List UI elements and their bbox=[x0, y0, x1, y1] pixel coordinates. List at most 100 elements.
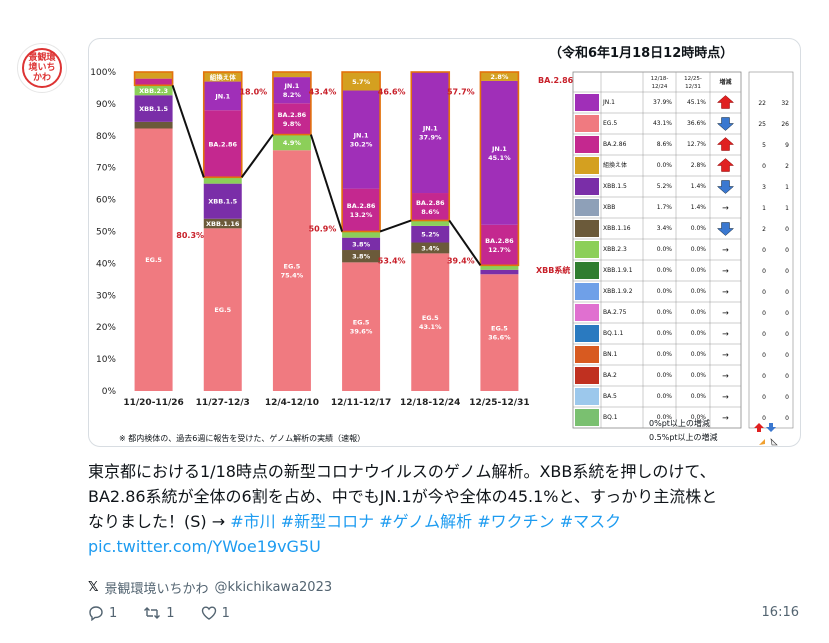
hashtag-link[interactable]: #新型コロナ bbox=[275, 512, 375, 531]
x-tick-label: 12/4-12/10 bbox=[265, 398, 319, 408]
x-tick-label: 12/11-12/17 bbox=[331, 398, 391, 408]
bar-segment-label: 8.6% bbox=[421, 208, 440, 216]
ba286-pct-label: 57.7% bbox=[447, 87, 475, 96]
legend-diag-up-arrow-icon bbox=[759, 439, 765, 445]
legend-diag-down-arrow-icon bbox=[770, 438, 778, 446]
ba286-pct-label: 43.4% bbox=[309, 87, 337, 96]
table-variant-name: 組換え体 bbox=[603, 161, 627, 169]
bar-segment-label: 36.6% bbox=[488, 334, 511, 342]
tweet-media-image[interactable]: （令和6年1月18日12時時点） 0% 10% 20% 30% 40% 50% 60% 70%… bbox=[88, 38, 801, 447]
table-value-b: 0.0% bbox=[691, 267, 707, 274]
bar-segment bbox=[134, 95, 173, 122]
hashtag-link[interactable]: #ゲノム解析 bbox=[374, 512, 473, 531]
legend-note-1: 0%pt以上の増減 bbox=[649, 419, 710, 428]
table-value-b: 0.0% bbox=[691, 246, 707, 253]
count-a: 2 bbox=[762, 226, 766, 233]
count-a: 0 bbox=[762, 373, 766, 380]
table-variant-name: BA.2.75 bbox=[603, 309, 627, 316]
bar-segment bbox=[203, 228, 242, 391]
hashtags: #市川 #新型コロナ #ゲノム解析 #ワクチン #マスク bbox=[230, 512, 621, 531]
table-value-a: 0.0% bbox=[657, 393, 673, 400]
table-variant-name: BQ.1 bbox=[603, 414, 618, 421]
count-b: 0 bbox=[785, 268, 789, 275]
ba286-group-outline bbox=[133, 71, 174, 87]
table-header: 12/31 bbox=[685, 84, 701, 90]
bar-segment-label: JN.1 bbox=[491, 145, 507, 153]
ba286-group-outline bbox=[479, 71, 520, 267]
up-arrow-icon bbox=[716, 137, 735, 151]
reply-button[interactable]: 1 bbox=[88, 605, 117, 621]
like-count: 1 bbox=[221, 605, 230, 621]
count-b: 2 bbox=[785, 163, 789, 170]
y-tick-label: 80% bbox=[96, 132, 116, 142]
author-name[interactable]: 景観環境いちかわ bbox=[104, 582, 209, 597]
table-value-b: 2.8% bbox=[691, 162, 707, 169]
xbb-pct-label: 80.3% bbox=[176, 231, 204, 240]
bar-segment bbox=[342, 262, 381, 391]
split-connector-line bbox=[448, 219, 482, 266]
bar-segment-label: 組換え体 bbox=[210, 72, 237, 81]
avatar[interactable]: 景観環境いちかわ bbox=[17, 43, 67, 93]
y-tick-label: 10% bbox=[96, 355, 116, 365]
bar-segment-label: EG.5 bbox=[284, 263, 301, 271]
y-tick-label: 0% bbox=[102, 387, 117, 397]
hashtag-link[interactable]: #ワクチン bbox=[472, 512, 555, 531]
bar-segment bbox=[134, 72, 173, 79]
bar-segment bbox=[272, 72, 311, 78]
table-value-a: 0.0% bbox=[657, 288, 673, 295]
table-variant-name: XBB.1.16 bbox=[603, 225, 631, 232]
table-variant-name: EG.5 bbox=[603, 120, 617, 127]
table-legend-note: 0%pt以上の増減 0.5%pt以上の増減 bbox=[649, 417, 718, 445]
table-value-b: 12.7% bbox=[687, 141, 706, 148]
hashtag-link[interactable]: #市川 bbox=[230, 512, 276, 531]
bar-segment bbox=[272, 77, 311, 104]
tweet-link[interactable]: pic.twitter.com/YWoe19vG5U bbox=[88, 537, 321, 556]
table-color-swatch bbox=[575, 136, 599, 153]
table-value-a: 0.0% bbox=[657, 330, 673, 337]
table-color-swatch bbox=[575, 199, 599, 216]
tweet-text: 東京都における1/18時点の新型コロナウイルスのゲノム解析。XBB系統を押しのけ… bbox=[88, 459, 728, 559]
count-b: 9 bbox=[785, 142, 789, 149]
bar-segment bbox=[480, 274, 519, 391]
y-tick-label: 40% bbox=[96, 259, 116, 269]
hashtag-link[interactable]: #マスク bbox=[554, 512, 622, 531]
retweet-button[interactable]: 1 bbox=[143, 605, 175, 621]
down-arrow-icon bbox=[716, 180, 735, 194]
table-value-b: 0.0% bbox=[691, 393, 707, 400]
tweet-actions: 1 1 1 bbox=[88, 605, 230, 621]
reply-count: 1 bbox=[109, 605, 118, 621]
bar-segment bbox=[342, 90, 381, 189]
bar-segment-label: 39.6% bbox=[350, 328, 373, 336]
bar-segment-label: 45.1% bbox=[488, 154, 511, 162]
table-value-b: 45.1% bbox=[687, 99, 706, 106]
table-color-swatch bbox=[575, 304, 599, 321]
table-value-b: 1.4% bbox=[691, 204, 707, 211]
ba286-series-title: BA.2.86系統 bbox=[538, 75, 589, 85]
bar-segment-label: 8.2% bbox=[283, 91, 302, 99]
bar-segment bbox=[411, 225, 450, 243]
flat-arrow-icon: → bbox=[722, 309, 729, 318]
table-value-a: 0.0% bbox=[657, 246, 673, 253]
heart-icon bbox=[201, 606, 216, 620]
count-a: 3 bbox=[762, 184, 766, 191]
count-b: 32 bbox=[781, 100, 789, 107]
tweet-time[interactable]: 16:16 bbox=[761, 605, 799, 620]
bar-segment-label: XBB.1.5 bbox=[139, 105, 168, 113]
bar-segment-label: 30.2% bbox=[350, 141, 373, 149]
ba286-group-outline bbox=[202, 71, 243, 179]
bar-segment bbox=[134, 78, 173, 86]
count-a: 5 bbox=[762, 142, 766, 149]
flat-arrow-icon: → bbox=[722, 267, 729, 276]
table-value-a: 8.6% bbox=[657, 141, 673, 148]
author-handle[interactable]: @kkichikawa2023 bbox=[214, 580, 333, 595]
table-value-a: 0.0% bbox=[657, 309, 673, 316]
retweet-count: 1 bbox=[166, 605, 175, 621]
table-variant-name: XBB.1.5 bbox=[603, 183, 627, 190]
table-color-swatch bbox=[575, 283, 599, 300]
flat-arrow-icon: → bbox=[722, 246, 729, 255]
table-color-swatch bbox=[575, 346, 599, 363]
like-button[interactable]: 1 bbox=[201, 605, 230, 621]
count-a: 0 bbox=[762, 352, 766, 359]
count-b: 0 bbox=[785, 415, 789, 422]
